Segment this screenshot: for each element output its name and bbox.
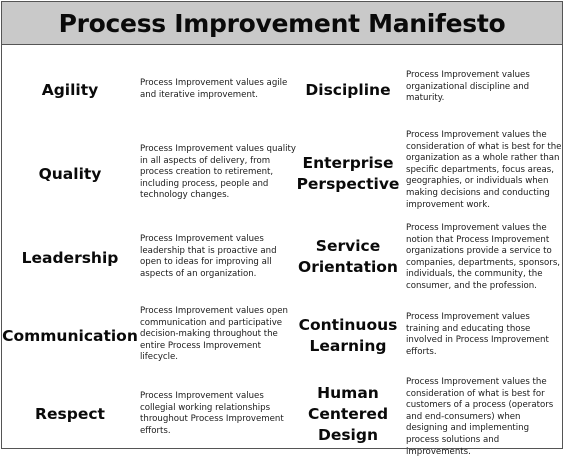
value-label-respect: Respect: [35, 404, 105, 423]
value-label-enterprise-perspective: Enterprise Perspective: [296, 154, 400, 193]
value-label-human-centered-design: Human Centered Design: [307, 383, 389, 444]
value-label-continuous-learning: Continuous Learning: [298, 316, 398, 355]
value-desc-respect: Process Improvement values collegial wor…: [140, 391, 284, 436]
value-desc-leadership: Process Improvement values leadership th…: [140, 234, 277, 279]
value-desc-discipline: Process Improvement values organizationa…: [406, 70, 530, 104]
value-label-agility: Agility: [41, 80, 99, 99]
value-label-leadership: Leadership: [21, 248, 119, 267]
value-desc-quality: Process Improvement values quality in al…: [140, 144, 296, 201]
value-desc-service-orientation: Process Improvement values the notion th…: [406, 223, 561, 291]
value-label-discipline: Discipline: [305, 80, 391, 99]
title-bar: Process Improvement Manifesto: [2, 2, 562, 45]
value-desc-communication: Process Improvement values open communic…: [140, 306, 289, 363]
value-label-communication: Communication: [2, 326, 138, 345]
page-title: Process Improvement Manifesto: [58, 8, 506, 38]
value-desc-continuous-learning: Process Improvement values training and …: [406, 312, 549, 357]
value-desc-human-centered-design: Process Improvement values the considera…: [406, 377, 554, 457]
value-desc-agility: Process Improvement values agile and ite…: [140, 78, 288, 100]
value-label-quality: Quality: [38, 164, 102, 183]
value-desc-enterprise-perspective: Process Improvement values the considera…: [406, 130, 562, 210]
value-label-service-orientation: Service Orientation: [298, 237, 398, 276]
